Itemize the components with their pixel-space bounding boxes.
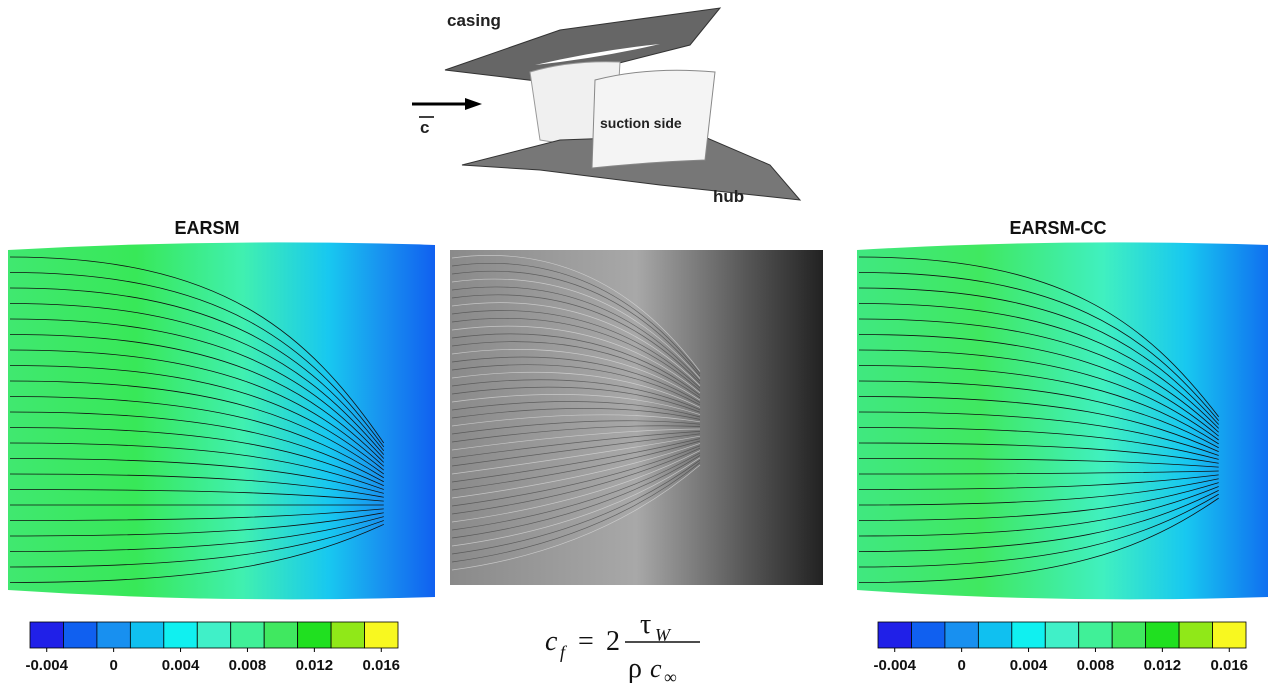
colorbar-segment [878,622,911,648]
formula-sub: f [560,642,568,662]
colorbar-tick-label: 0.004 [162,657,200,674]
casing-label: casing [447,11,501,30]
figure: casing c suction side hub EARSM EARSM-CC… [0,0,1270,686]
colorbar-segment [331,622,364,648]
colorbar: -0.004 0 0.004 0.008 0.012 0.016 [25,622,400,674]
colorbar-segment [164,622,197,648]
colorbar-segment [945,622,978,648]
colorbar-segment [365,622,398,648]
panel-title: EARSM [174,218,239,238]
colorbar-tick-label: 0.012 [1144,657,1182,674]
colorbar-segment [63,622,96,648]
colorbar-segment [1012,622,1045,648]
velocity-label: c [420,118,429,137]
formula-num: τ [640,609,651,640]
panel-title: EARSM-CC [1010,218,1107,238]
colorbar-tick-label: 0 [109,657,117,674]
colorbar-segment [1112,622,1145,648]
hub-label: hub [713,187,744,206]
cascade-sketch: casing c suction side hub [412,8,800,206]
colorbar-segment [197,622,230,648]
formula-den-sub: ∞ [664,667,677,686]
colorbar-segment [264,622,297,648]
colorbar-tick-label: 0.008 [1077,657,1115,674]
colorbar-tick-label: -0.004 [873,657,916,674]
suction-side-label: suction side [600,115,682,131]
colorbar-segment [231,622,264,648]
colorbar-segment [978,622,1011,648]
colorbar-segment [97,622,130,648]
colorbar-tick-label: -0.004 [25,657,68,674]
colorbar-segment [1179,622,1212,648]
colorbar-segment [298,622,331,648]
colorbar-tick-label: 0.008 [229,657,267,674]
contour-plot [8,242,435,599]
colorbar-segment [1146,622,1179,648]
colorbar-segment [1079,622,1112,648]
colorbar-tick-label: 0.012 [296,657,334,674]
colorbar: -0.004 0 0.004 0.008 0.012 0.016 [873,622,1248,674]
oil-flow-photo [450,250,823,585]
formula-factor: 2 [606,626,620,657]
formula-equals: = [578,626,594,657]
colorbar-tick-label: 0.016 [1210,657,1248,674]
formula-lhs: c [545,626,558,657]
formula-den: ρ [628,653,642,684]
colorbar-segment [1213,622,1246,648]
formula-den-c: c [650,654,662,683]
colorbar-tick-label: 0.004 [1010,657,1048,674]
colorbar-tick-label: 0.016 [362,657,400,674]
colorbar-segment [130,622,163,648]
formula: c f = 2 τ W ρ c ∞ [545,609,700,686]
colorbar-tick-label: 0 [957,657,965,674]
colorbar-segment [911,622,944,648]
colorbar-segment [1045,622,1078,648]
colorbar-segment [30,622,63,648]
